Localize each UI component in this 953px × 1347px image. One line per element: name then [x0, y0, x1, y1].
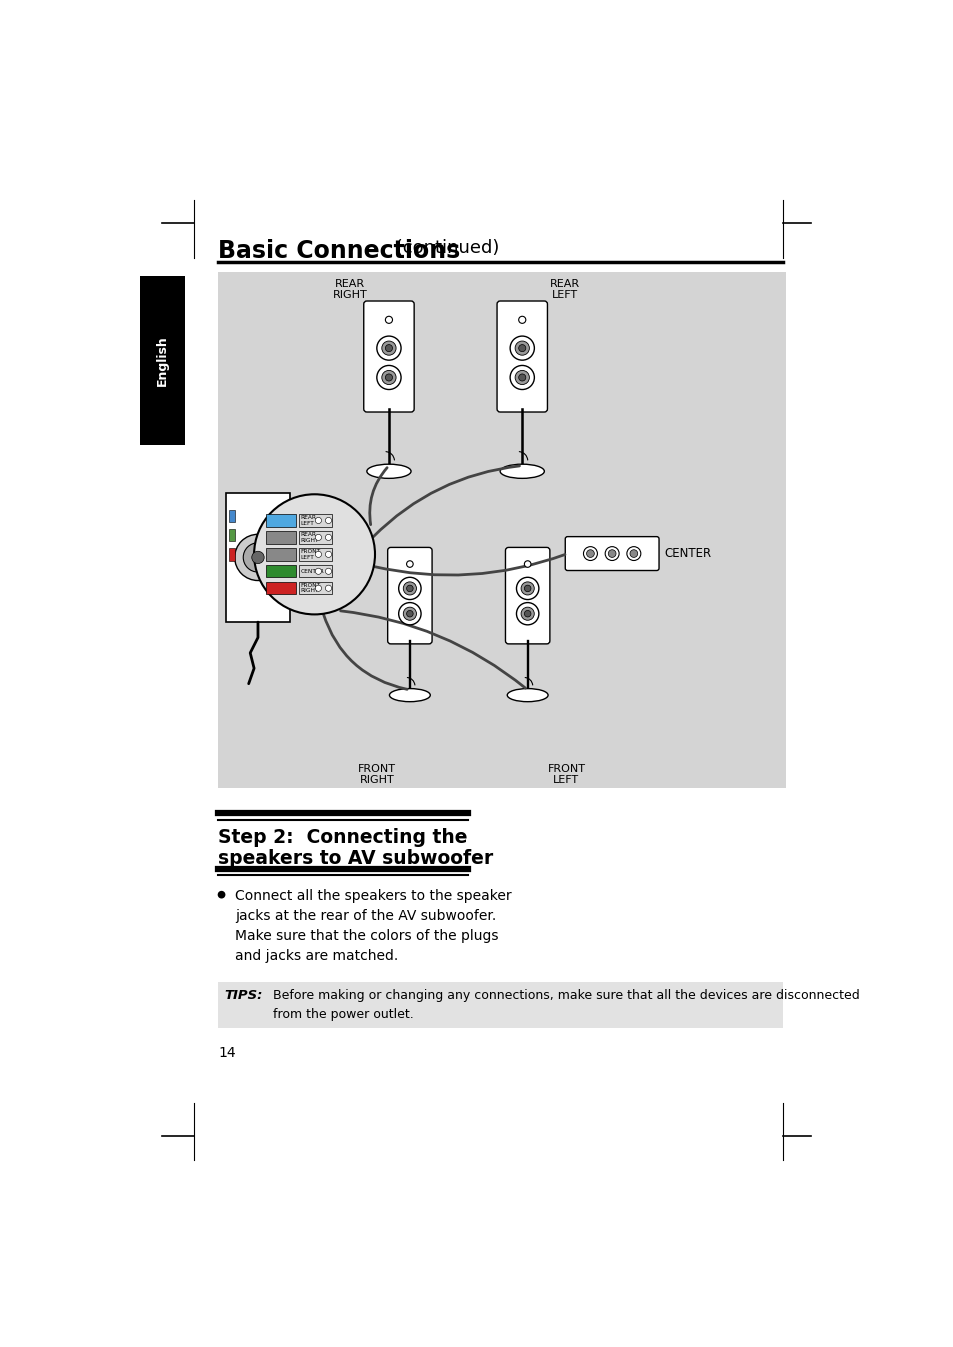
Bar	[266, 566, 295, 578]
Text: FRONT
LEFT: FRONT LEFT	[547, 764, 585, 785]
Circle shape	[626, 547, 640, 560]
Circle shape	[604, 547, 618, 560]
Circle shape	[520, 607, 534, 620]
Circle shape	[406, 585, 413, 591]
Circle shape	[518, 317, 525, 323]
Circle shape	[516, 602, 538, 625]
Text: Connect all the speakers to the speaker
jacks at the rear of the AV subwoofer.
M: Connect all the speakers to the speaker …	[235, 889, 512, 963]
Bar	[266, 515, 295, 527]
Circle shape	[629, 550, 637, 558]
Circle shape	[406, 560, 413, 567]
Text: 14: 14	[218, 1045, 235, 1060]
Circle shape	[516, 578, 538, 599]
Bar	[140, 276, 185, 445]
Text: English: English	[156, 335, 169, 385]
Circle shape	[403, 607, 416, 620]
Circle shape	[315, 585, 321, 591]
Bar	[229, 548, 234, 560]
Circle shape	[403, 582, 416, 595]
Circle shape	[325, 535, 332, 540]
Circle shape	[315, 568, 321, 574]
Text: CENTER: CENTER	[664, 547, 711, 560]
Circle shape	[510, 365, 534, 389]
Ellipse shape	[499, 465, 544, 478]
Circle shape	[325, 517, 332, 524]
Circle shape	[524, 560, 531, 567]
Circle shape	[217, 890, 225, 898]
Circle shape	[325, 551, 332, 558]
Circle shape	[510, 337, 534, 360]
Circle shape	[608, 550, 616, 558]
FancyBboxPatch shape	[363, 300, 414, 412]
Circle shape	[398, 602, 420, 625]
Circle shape	[520, 582, 534, 595]
Circle shape	[315, 535, 321, 540]
Circle shape	[518, 345, 525, 352]
Text: (continued): (continued)	[390, 238, 499, 257]
Bar	[266, 582, 295, 594]
Circle shape	[518, 374, 525, 381]
Ellipse shape	[389, 688, 430, 702]
Circle shape	[406, 610, 413, 617]
Bar	[298, 566, 332, 578]
Circle shape	[524, 610, 531, 617]
Text: CENTER: CENTER	[300, 568, 324, 574]
FancyBboxPatch shape	[387, 547, 432, 644]
Text: speakers to AV subwoofer: speakers to AV subwoofer	[218, 849, 494, 869]
Circle shape	[583, 547, 597, 560]
Circle shape	[381, 341, 395, 356]
Text: REAR
LEFT: REAR LEFT	[300, 516, 316, 525]
Text: REAR
LEFT: REAR LEFT	[549, 279, 579, 300]
FancyBboxPatch shape	[565, 536, 659, 571]
Text: Basic Connections: Basic Connections	[218, 238, 460, 263]
Circle shape	[315, 517, 321, 524]
FancyBboxPatch shape	[497, 300, 547, 412]
Bar	[229, 529, 234, 541]
Bar	[298, 548, 332, 560]
Text: FRONT
LEFT: FRONT LEFT	[300, 550, 320, 559]
Circle shape	[381, 370, 395, 384]
Circle shape	[385, 374, 392, 381]
Circle shape	[315, 551, 321, 558]
Circle shape	[385, 345, 392, 352]
Circle shape	[515, 341, 529, 356]
Circle shape	[253, 494, 375, 614]
Circle shape	[586, 550, 594, 558]
Circle shape	[398, 578, 420, 599]
Bar	[266, 548, 295, 560]
Text: FRONT
RIGHT: FRONT RIGHT	[300, 583, 320, 594]
Circle shape	[325, 568, 332, 574]
Circle shape	[376, 365, 400, 389]
Circle shape	[234, 535, 281, 581]
Bar	[266, 531, 295, 544]
Text: REAR
RIGHT: REAR RIGHT	[333, 279, 367, 300]
Text: Step 2:  Connecting the: Step 2: Connecting the	[218, 827, 468, 847]
Circle shape	[243, 543, 273, 572]
Circle shape	[376, 337, 400, 360]
Bar	[226, 493, 290, 622]
Bar	[298, 531, 332, 544]
Text: FRONT
RIGHT: FRONT RIGHT	[358, 764, 395, 785]
Ellipse shape	[507, 688, 548, 702]
Text: TIPS:: TIPS:	[224, 990, 263, 1002]
Bar	[298, 582, 332, 594]
Text: Before making or changing any connections, make sure that all the devices are di: Before making or changing any connection…	[273, 990, 859, 1021]
Circle shape	[325, 585, 332, 591]
Circle shape	[385, 317, 392, 323]
Circle shape	[515, 370, 529, 384]
Bar	[229, 509, 234, 523]
Ellipse shape	[367, 465, 411, 478]
Text: REAR
RIGHT: REAR RIGHT	[300, 532, 318, 543]
Bar	[218, 982, 782, 1028]
Circle shape	[524, 585, 531, 591]
FancyBboxPatch shape	[505, 547, 549, 644]
Bar	[218, 272, 785, 788]
Bar	[298, 515, 332, 527]
Circle shape	[252, 551, 264, 563]
